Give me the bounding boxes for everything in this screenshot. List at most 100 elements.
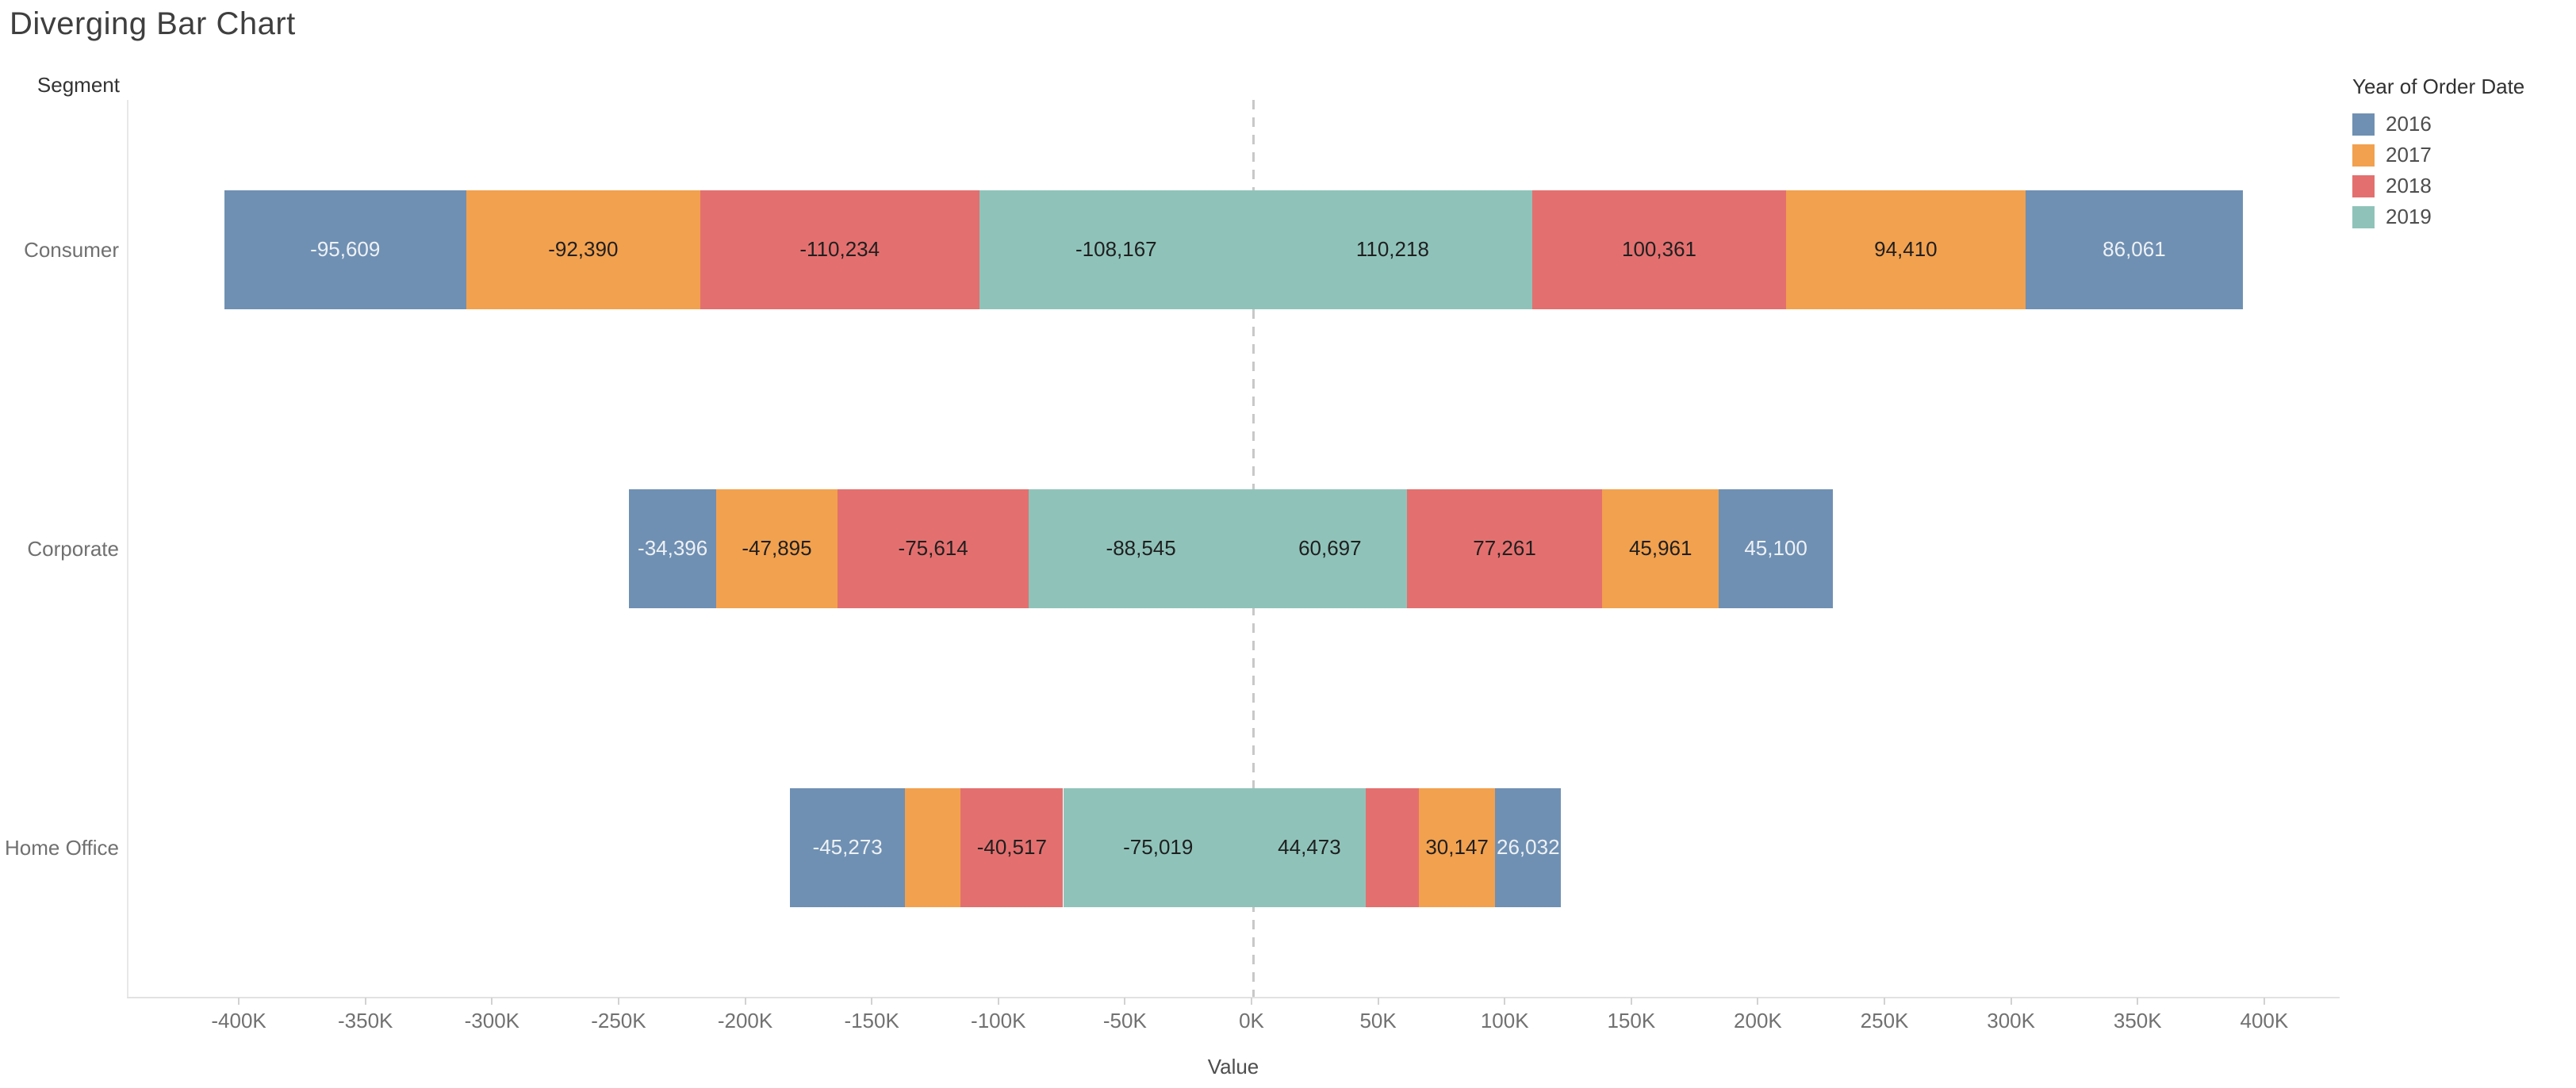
legend-item-2016[interactable]: 2016	[2352, 109, 2574, 140]
bar-value-label: -40,517	[976, 835, 1047, 859]
x-axis-tick-label: 300K	[1987, 1009, 2035, 1032]
x-axis-tick-label: -50K	[1102, 1009, 1147, 1032]
x-axis-tick-label: 150K	[1607, 1009, 1656, 1032]
x-axis-tick-label: 350K	[2113, 1009, 2162, 1032]
x-axis-tick-label: 200K	[1734, 1009, 1782, 1032]
bar-segment-2019[interactable]: 110,218	[1252, 190, 1532, 309]
x-axis-tick-label: -250K	[591, 1009, 646, 1032]
bar-segment-2019[interactable]: -108,167	[979, 190, 1253, 309]
x-axis-tick	[1884, 998, 1886, 1005]
bar-value-label: 44,473	[1278, 835, 1341, 859]
bar-value-label: 110,218	[1355, 237, 1429, 261]
x-axis-tick-label: -350K	[338, 1009, 393, 1032]
plot-area: -95,609 -92,390 -110,234 -108,167 110,218 100…	[127, 100, 2341, 997]
bar-value-label: -108,167	[1075, 237, 1157, 261]
bar-segment-2016[interactable]: -95,609	[224, 190, 466, 309]
x-axis-tick	[617, 998, 619, 1005]
x-axis-tick	[2137, 998, 2139, 1005]
x-axis-tick-label: -300K	[464, 1009, 519, 1032]
row-label-consumer: Consumer	[24, 237, 119, 262]
bar-segment-2019[interactable]: 60,697	[1252, 488, 1407, 608]
x-axis-tick	[1757, 998, 1759, 1005]
x-axis-tick	[1630, 998, 1632, 1005]
bar-segment-2018[interactable]: -75,614	[837, 488, 1029, 608]
x-axis-tick	[364, 998, 366, 1005]
legend-swatch-2016	[2352, 113, 2375, 136]
x-axis-tick	[1504, 998, 1506, 1005]
row-label-corporate: Corporate	[27, 536, 119, 561]
legend-item-2019[interactable]: 2019	[2352, 201, 2574, 232]
legend-swatch-2018	[2352, 174, 2375, 197]
bar-value-label: 86,061	[2103, 237, 2166, 261]
legend-swatch-2017	[2352, 144, 2375, 167]
bar-segment-2019[interactable]: -75,019	[1063, 787, 1253, 907]
x-axis-tick-label: 400K	[2240, 1009, 2289, 1032]
bar-value-label: -75,614	[898, 536, 968, 560]
bar-value-label: -34,396	[638, 536, 708, 560]
bar-value-label: 100,361	[1622, 237, 1696, 261]
bar-segment-2016[interactable]: -34,396	[629, 488, 717, 608]
bar-segment-2017[interactable]: -47,895	[716, 488, 838, 608]
bar-value-label: -45,273	[812, 835, 883, 859]
bar-row-consumer: -95,609 -92,390 -110,234 -108,167 110,218 100…	[128, 190, 2341, 309]
bar-value-label: 30,147	[1425, 835, 1489, 859]
x-axis-tick	[238, 998, 240, 1005]
x-axis-tick-label: 0K	[1239, 1009, 1264, 1032]
x-axis-line	[127, 997, 2340, 998]
x-axis-tick	[1124, 998, 1126, 1005]
bar-value-label: 26,032	[1497, 835, 1560, 859]
x-axis-tick-label: 250K	[1860, 1009, 1909, 1032]
legend-title: Year of Order Date	[2352, 75, 2525, 98]
bar-segment-2019[interactable]: 44,473	[1252, 787, 1366, 907]
x-axis-tick-label: -150K	[844, 1009, 899, 1032]
legend-item-label: 2019	[2386, 205, 2432, 228]
x-axis-tick	[1377, 998, 1379, 1005]
x-axis-title: Value	[1207, 1055, 1259, 1078]
bar-segment-2018[interactable]	[1365, 787, 1419, 907]
chart-title: Diverging Bar Chart	[10, 6, 296, 41]
bar-value-label: 77,261	[1473, 536, 1536, 560]
x-axis-tick-label: -100K	[971, 1009, 1026, 1032]
legend-item-label: 2016	[2386, 112, 2432, 136]
bar-row-home-office: -45,273 -40,517 -75,019 44,473 30,147 26,032	[128, 787, 2341, 907]
bar-segment-2018[interactable]: -110,234	[700, 190, 979, 309]
x-axis-tick	[871, 998, 873, 1005]
legend-items: 2016 2017 2018 2019	[2352, 109, 2574, 232]
bar-segment-2016[interactable]: 45,100	[1719, 488, 1834, 608]
bar-value-label: -95,609	[310, 237, 381, 261]
legend: Year of Order Date 2016 2017 2018 2019	[2352, 75, 2574, 232]
x-axis-tick	[491, 998, 493, 1005]
x-axis-tick	[744, 998, 746, 1005]
bar-segment-2017[interactable]	[904, 787, 961, 907]
bar-value-label: 60,697	[1298, 536, 1362, 560]
bar-segment-2018[interactable]: 100,361	[1531, 190, 1787, 309]
bar-value-label: 45,100	[1744, 536, 1807, 560]
legend-item-2017[interactable]: 2017	[2352, 140, 2574, 170]
x-axis-tick	[2263, 998, 2265, 1005]
bar-segment-2016[interactable]: -45,273	[790, 787, 905, 907]
x-axis-tick-label: 50K	[1359, 1009, 1397, 1032]
bar-segment-2017[interactable]: 45,961	[1602, 488, 1719, 608]
x-axis-tick	[2010, 998, 2012, 1005]
x-axis-tick-label: 100K	[1480, 1009, 1529, 1032]
bar-value-label: -110,234	[799, 237, 880, 261]
bar-segment-2017[interactable]: 30,147	[1418, 787, 1496, 907]
bar-segment-2019[interactable]: -88,545	[1029, 488, 1253, 608]
legend-swatch-2019	[2352, 205, 2375, 228]
x-axis-tick-label: -400K	[211, 1009, 266, 1032]
bar-value-label: 94,410	[1874, 237, 1938, 261]
x-axis-tick-label: -200K	[717, 1009, 773, 1032]
bar-segment-2017[interactable]: -92,390	[466, 190, 700, 309]
legend-item-2018[interactable]: 2018	[2352, 170, 2574, 201]
x-axis-tick	[997, 998, 999, 1005]
bar-segment-2018[interactable]: 77,261	[1406, 488, 1603, 608]
bar-segment-2018[interactable]: -40,517	[960, 787, 1064, 907]
bar-value-label: 45,961	[1628, 536, 1692, 560]
bar-value-label: -88,545	[1106, 536, 1176, 560]
bar-segment-2016[interactable]: 86,061	[2025, 190, 2244, 309]
row-label-home-office: Home Office	[4, 835, 119, 860]
row-axis-header: Segment	[36, 73, 120, 97]
bar-segment-2016[interactable]: 26,032	[1495, 787, 1562, 907]
bar-segment-2017[interactable]: 94,410	[1786, 190, 2026, 309]
